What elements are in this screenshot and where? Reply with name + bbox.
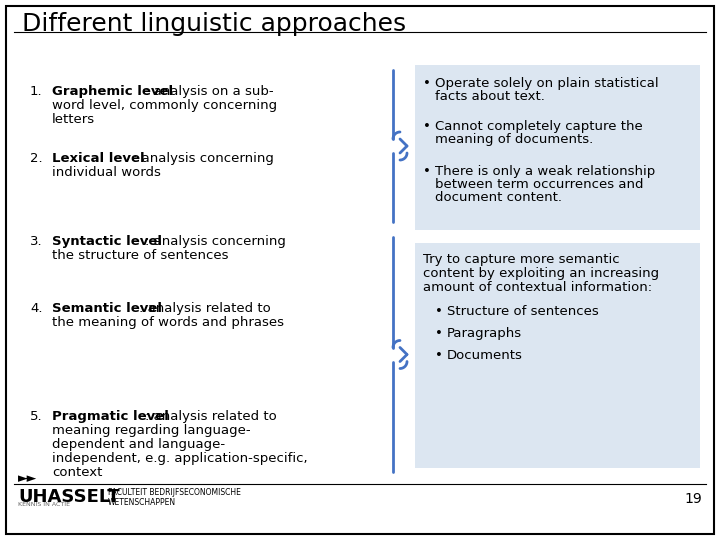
FancyBboxPatch shape (415, 65, 700, 230)
Text: word level, commonly concerning: word level, commonly concerning (52, 99, 277, 112)
Text: individual words: individual words (52, 166, 161, 179)
Text: Different linguistic approaches: Different linguistic approaches (22, 12, 406, 36)
Text: meaning regarding language-: meaning regarding language- (52, 424, 251, 437)
FancyBboxPatch shape (6, 6, 714, 534)
Text: ►►: ►► (18, 472, 37, 485)
Text: •: • (423, 120, 431, 133)
Text: •: • (435, 349, 443, 362)
Text: 4.: 4. (30, 302, 42, 315)
Text: 1.: 1. (30, 85, 42, 98)
Text: 3.: 3. (30, 235, 42, 248)
Text: facts about text.: facts about text. (435, 90, 545, 103)
Text: •: • (423, 77, 431, 90)
Text: the structure of sentences: the structure of sentences (52, 249, 228, 262)
Text: Paragraphs: Paragraphs (447, 327, 522, 340)
Text: 19: 19 (684, 492, 702, 506)
Text: document content.: document content. (435, 191, 562, 204)
Text: Try to capture more semantic: Try to capture more semantic (423, 253, 620, 266)
Text: : analysis related to: : analysis related to (145, 410, 276, 423)
Text: Structure of sentences: Structure of sentences (447, 305, 599, 318)
Text: the meaning of words and phrases: the meaning of words and phrases (52, 316, 284, 329)
Text: Graphemic level: Graphemic level (52, 85, 173, 98)
Text: Documents: Documents (447, 349, 523, 362)
Text: : analysis concerning: : analysis concerning (145, 235, 286, 248)
Text: dependent and language-: dependent and language- (52, 438, 225, 451)
Text: letters: letters (52, 113, 95, 126)
Text: 2.: 2. (30, 152, 42, 165)
Text: independent, e.g. application-specific,: independent, e.g. application-specific, (52, 452, 307, 465)
Text: Semantic level: Semantic level (52, 302, 162, 315)
Text: •: • (435, 327, 443, 340)
Text: Pragmatic level: Pragmatic level (52, 410, 169, 423)
Text: Cannot completely capture the: Cannot completely capture the (435, 120, 643, 133)
Text: There is only a weak relationship: There is only a weak relationship (435, 165, 655, 178)
Text: •: • (423, 165, 431, 178)
Text: amount of contextual information:: amount of contextual information: (423, 281, 652, 294)
Text: between term occurrences and: between term occurrences and (435, 178, 644, 191)
Text: : analysis related to: : analysis related to (139, 302, 271, 315)
Text: meaning of documents.: meaning of documents. (435, 133, 593, 146)
Text: Operate solely on plain statistical: Operate solely on plain statistical (435, 77, 659, 90)
Text: UHASSELT: UHASSELT (18, 488, 120, 506)
Text: KENNIS IN ACTIE: KENNIS IN ACTIE (18, 502, 70, 507)
Text: •: • (435, 305, 443, 318)
Text: Lexical level: Lexical level (52, 152, 145, 165)
Text: : analysis concerning: : analysis concerning (132, 152, 274, 165)
Text: 5.: 5. (30, 410, 42, 423)
Text: : analysis on a sub-: : analysis on a sub- (145, 85, 274, 98)
FancyBboxPatch shape (415, 243, 700, 468)
Text: Syntactic level: Syntactic level (52, 235, 162, 248)
Text: FACULTEIT BEDRIJFSECONOMISCHE
WETENSCHAPPEN: FACULTEIT BEDRIJFSECONOMISCHE WETENSCHAP… (108, 488, 241, 508)
Text: context: context (52, 466, 102, 479)
Text: content by exploiting an increasing: content by exploiting an increasing (423, 267, 659, 280)
